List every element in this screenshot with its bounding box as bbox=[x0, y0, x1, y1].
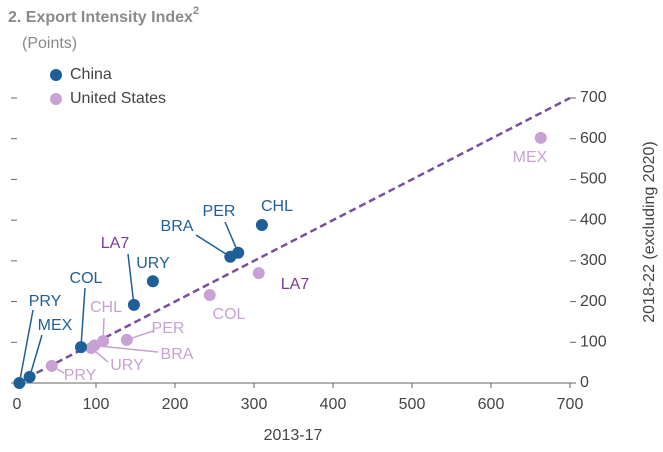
leader-line bbox=[195, 234, 231, 258]
y-tick-label: 300 bbox=[580, 252, 607, 269]
point-label: LA7 bbox=[281, 276, 310, 293]
x-tick-label: 200 bbox=[162, 396, 189, 413]
point-label: URY bbox=[136, 255, 170, 272]
y-tick-label: 0 bbox=[580, 374, 589, 391]
point bbox=[85, 341, 98, 354]
legend-label: United States bbox=[70, 90, 166, 107]
legend-label: China bbox=[70, 66, 112, 83]
point bbox=[74, 341, 87, 354]
point-label: BRA bbox=[161, 218, 194, 235]
point bbox=[127, 298, 140, 311]
y-tick-label: 400 bbox=[580, 211, 607, 228]
x-tick-label: 600 bbox=[478, 396, 505, 413]
x-tick-label: 500 bbox=[399, 396, 426, 413]
point-label: COL bbox=[70, 270, 103, 287]
point-label: BRA bbox=[161, 346, 194, 363]
leader-line bbox=[18, 309, 34, 384]
x-tick-label: 400 bbox=[320, 396, 347, 413]
point bbox=[203, 289, 216, 302]
x-axis-label: 2013-17 bbox=[264, 427, 323, 444]
point bbox=[13, 377, 26, 389]
leader-line bbox=[80, 287, 86, 348]
leader-line bbox=[28, 334, 43, 378]
point-label: CHL bbox=[261, 198, 293, 215]
leader-line bbox=[94, 344, 159, 353]
point bbox=[534, 131, 547, 144]
y-tick-label: 600 bbox=[580, 130, 607, 147]
y-tick-label: 200 bbox=[580, 293, 607, 310]
x-tick-label: 700 bbox=[557, 396, 584, 413]
point-label: MEX bbox=[513, 149, 548, 166]
leader-line bbox=[127, 253, 135, 305]
y-tick-label: 100 bbox=[580, 334, 607, 351]
y-tick-label: 500 bbox=[580, 171, 607, 188]
point bbox=[146, 275, 159, 288]
point bbox=[224, 250, 237, 263]
point-label: CHL bbox=[90, 299, 122, 316]
legend-marker bbox=[50, 69, 62, 81]
point bbox=[45, 359, 58, 372]
point-label: PER bbox=[203, 203, 236, 220]
legend-marker bbox=[50, 93, 62, 105]
title-text: 2. Export Intensity Index bbox=[8, 9, 193, 26]
chart-title: 2. Export Intensity Index2 bbox=[8, 5, 199, 26]
subtitle: (Points) bbox=[22, 35, 77, 52]
point-label: PRY bbox=[29, 293, 62, 310]
point bbox=[252, 267, 265, 280]
point bbox=[23, 370, 36, 383]
point-label: PRY bbox=[64, 367, 97, 384]
title-superscript: 2 bbox=[193, 5, 199, 17]
point-label: COL bbox=[213, 306, 246, 323]
point-label: URY bbox=[110, 357, 144, 374]
y-axis-label: 2018-22 (excluding 2020) bbox=[641, 141, 658, 322]
point-label: PER bbox=[152, 320, 185, 337]
x-tick-label: 0 bbox=[13, 396, 22, 413]
y-tick-label: 700 bbox=[580, 89, 607, 106]
x-tick-label: 300 bbox=[241, 396, 268, 413]
point bbox=[255, 219, 268, 232]
point bbox=[120, 333, 133, 346]
x-tick-label: 100 bbox=[83, 396, 110, 413]
point-label: LA7 bbox=[101, 235, 130, 252]
point-label: MEX bbox=[38, 317, 73, 334]
reference-line bbox=[16, 96, 571, 385]
